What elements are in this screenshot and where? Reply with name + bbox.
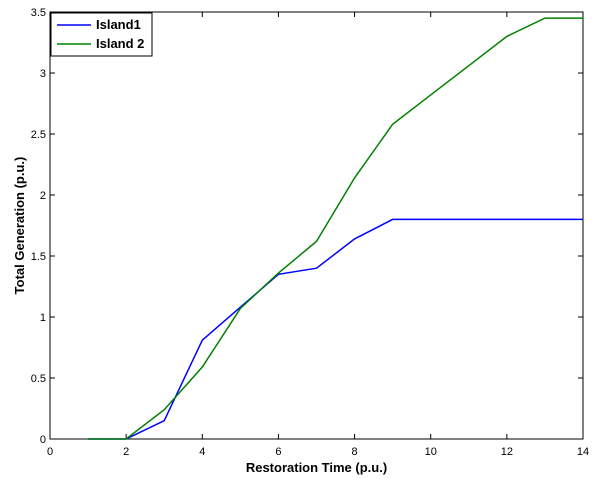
y-tick-label: 0.5 — [31, 373, 46, 385]
y-tick-label: 2 — [40, 190, 46, 202]
y-axis-label: Total Generation (p.u.) — [12, 157, 27, 295]
y-tick-label: 3 — [40, 68, 46, 80]
legend-label-island1: Island1 — [96, 17, 141, 32]
plot-area-border — [49, 11, 584, 440]
y-tick-label: 1 — [40, 312, 46, 324]
plot-frame — [49, 11, 584, 440]
x-tick-label: 12 — [501, 446, 513, 458]
y-tick-label: 0 — [40, 434, 46, 446]
y-tick-label: 2.5 — [31, 129, 46, 141]
x-tick-label: 4 — [199, 446, 205, 458]
series-line-island1 — [88, 218, 583, 440]
series-layer — [88, 17, 583, 440]
x-tick-label: 0 — [47, 446, 53, 458]
series-line-island-2 — [88, 17, 583, 440]
legend-label-island-2: Island 2 — [96, 36, 144, 51]
y-tick-label: 1.5 — [31, 251, 46, 263]
x-tick-label: 2 — [123, 446, 129, 458]
x-tick-label: 6 — [275, 446, 281, 458]
y-tick-label: 3.5 — [31, 7, 46, 19]
legend-box — [50, 12, 153, 57]
legend: Island1 Island 2 — [50, 12, 153, 57]
x-tick-label: 10 — [425, 446, 437, 458]
x-axis-label: Restoration Time (p.u.) — [246, 460, 387, 475]
axis-ticks — [49, 11, 584, 440]
axis-tick-labels: 0 2 4 6 8 10 12 14 0 0.5 1 1.5 2 2.5 3 3.5 — [31, 7, 589, 458]
x-tick-label: 8 — [352, 446, 358, 458]
x-tick-label: 14 — [577, 446, 589, 458]
